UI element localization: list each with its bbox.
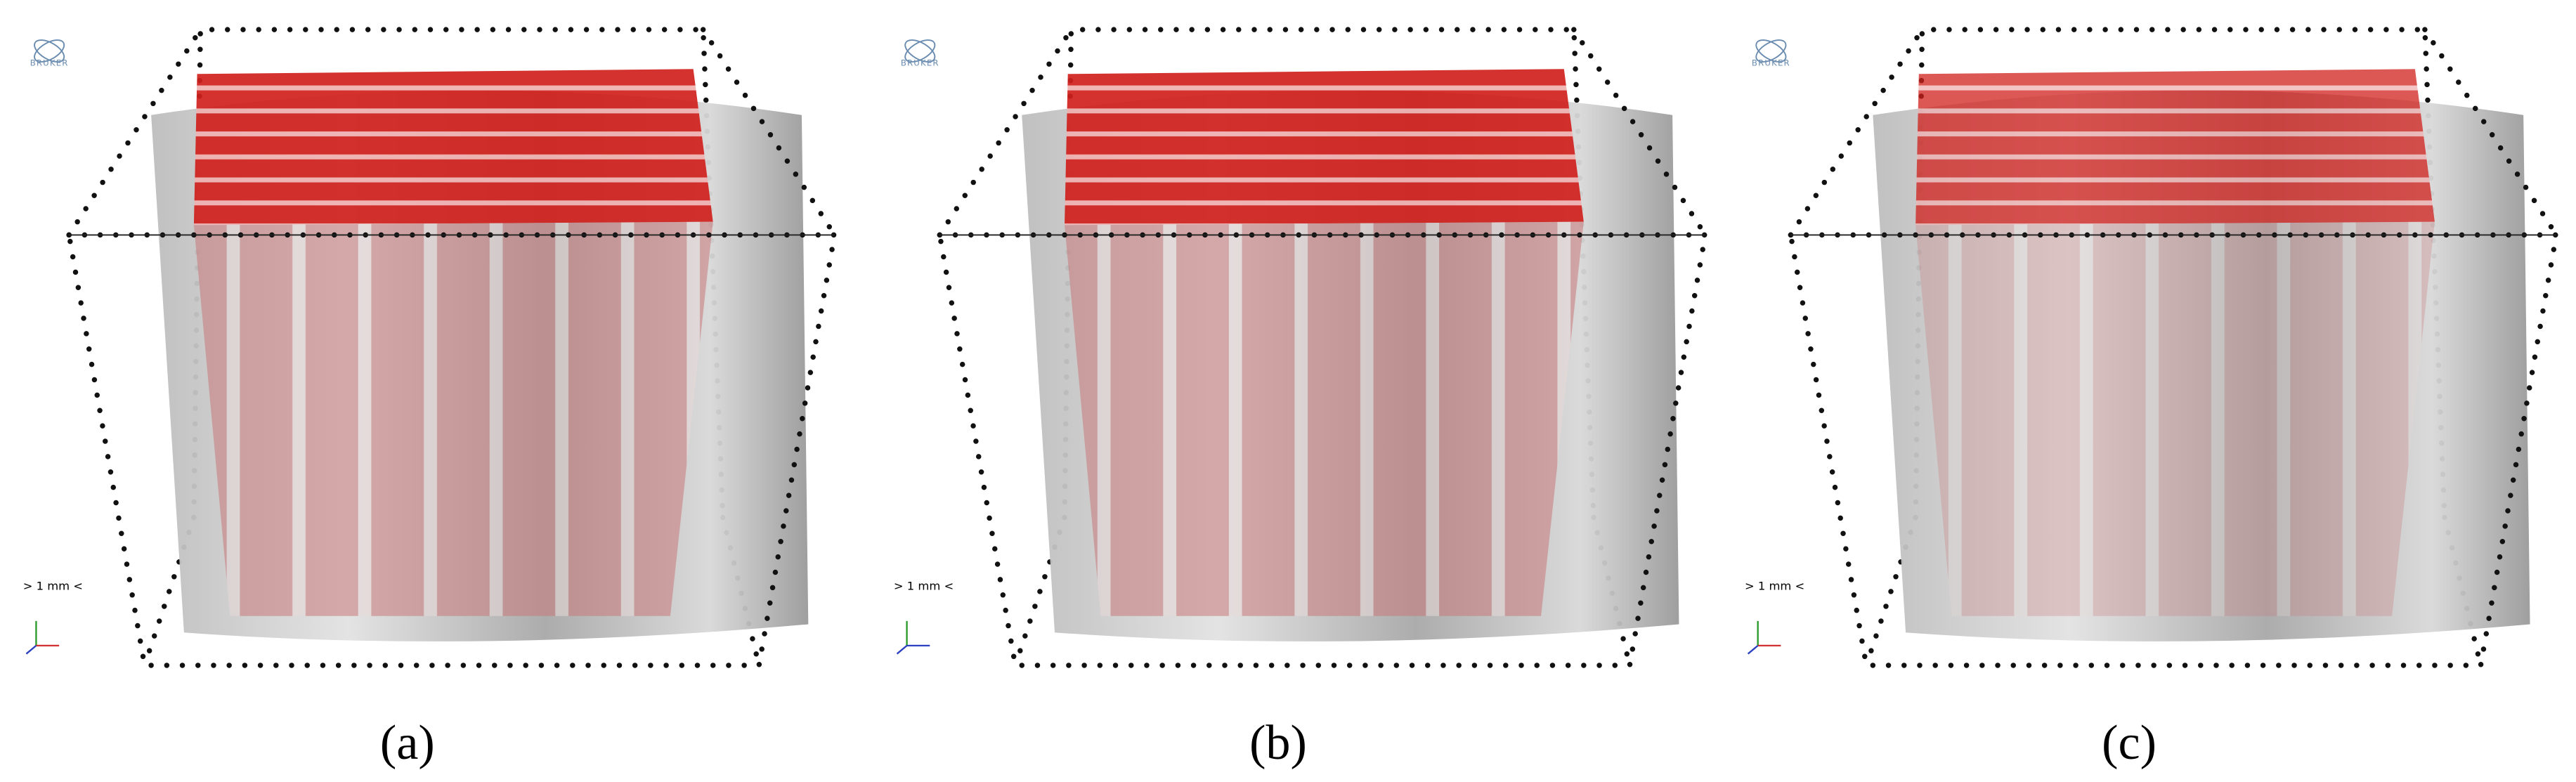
logo-ring [1755,39,1787,63]
box-edge [937,232,1709,668]
box-edge [142,514,197,668]
panel-label: (a) [380,715,435,770]
box-edge [937,27,1074,238]
box-edge [1788,232,2560,668]
axis-z [896,644,908,655]
axis-z [25,644,37,655]
axis-z [1747,644,1759,655]
scale-label: > 1 mm < [894,579,954,592]
panel: BRUKER > 1 mm < (c) [1745,27,2560,770]
box-edge [1571,27,1708,238]
panel-label: (b) [1249,715,1307,770]
box-edge [700,27,838,238]
panel: BRUKER > 1 mm < (a) [23,27,838,770]
box-edge [66,27,203,238]
front-face [193,221,713,616]
front-face [1915,221,2435,616]
panel: BRUKER > 1 mm < (b) [894,27,1709,770]
box-edge [1013,514,1067,668]
box-edge [2422,27,2559,238]
panel-label: (c) [2102,715,2157,770]
logo-ring [904,39,936,63]
scale-label: > 1 mm < [1745,579,1804,592]
logo-text: BRUKER [1752,58,1790,68]
logo-ring [904,39,936,63]
box-edge [1863,514,1918,668]
top-face [1065,69,1584,226]
top-face [1915,69,2435,226]
box-edge [1788,27,1925,238]
top-face [193,69,713,226]
panels: BRUKER> 1 mm <(a)BRUKER> 1 mm <(b)BRUKER… [23,27,2560,770]
box-edge [66,232,838,668]
logo-ring [1755,39,1787,63]
logo-text: BRUKER [30,58,69,68]
scale-label: > 1 mm < [23,579,83,592]
logo-ring [34,39,65,63]
logo-ring [34,39,65,63]
front-face [1065,221,1584,616]
logo-text: BRUKER [901,58,939,68]
